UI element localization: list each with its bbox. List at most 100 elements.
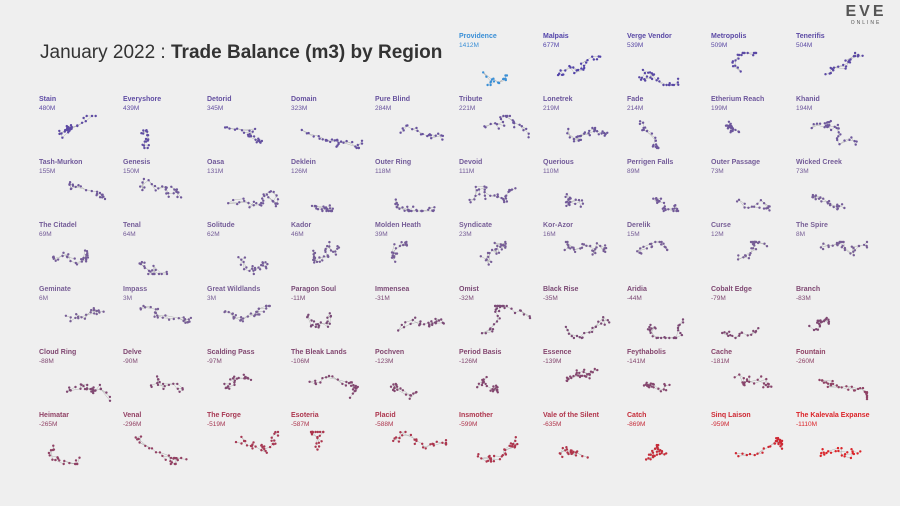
- system-dot: [836, 123, 840, 127]
- system-dot: [676, 326, 680, 330]
- system-dot: [441, 138, 444, 141]
- system-dot: [564, 195, 567, 199]
- region-name: Detorid: [207, 96, 232, 103]
- system-dot: [138, 441, 141, 444]
- system-dot: [741, 51, 744, 55]
- connection-line: [403, 323, 411, 328]
- system-dot: [254, 268, 257, 271]
- system-dot: [665, 452, 668, 455]
- system-dot: [681, 321, 685, 324]
- system-dot: [316, 430, 319, 434]
- system-dot: [69, 124, 73, 127]
- region-name: Feythabolis: [627, 349, 666, 356]
- system-dot: [479, 255, 482, 258]
- system-dot: [760, 375, 763, 378]
- system-dot: [143, 186, 146, 189]
- system-dot: [653, 454, 656, 458]
- system-dot: [427, 321, 430, 324]
- system-dot: [83, 317, 87, 320]
- region-cell-everyshore: Everyshore 439M: [123, 96, 207, 156]
- system-dot: [64, 128, 67, 132]
- system-dot: [656, 77, 660, 80]
- system-dot: [252, 200, 256, 203]
- region-name: Esoteria: [291, 412, 319, 419]
- region-connections: [66, 384, 111, 401]
- system-dot: [356, 143, 359, 147]
- region-map: [476, 436, 519, 463]
- system-dot: [333, 139, 336, 142]
- system-dot: [167, 192, 170, 195]
- system-dot: [157, 272, 161, 276]
- system-dot: [90, 387, 94, 390]
- system-dot: [662, 242, 665, 245]
- system-dot: [319, 321, 322, 324]
- connection-line: [828, 447, 839, 452]
- system-dot: [837, 135, 840, 138]
- system-dot: [231, 312, 234, 316]
- chart-title: January 2022 : Trade Balance (m3) by Reg…: [40, 42, 442, 64]
- system-dot: [347, 382, 351, 385]
- system-dot: [520, 125, 523, 128]
- system-dot: [84, 260, 88, 263]
- system-dot: [77, 317, 80, 320]
- system-dot: [754, 248, 758, 251]
- system-dot: [822, 381, 826, 384]
- connection-line: [520, 310, 531, 319]
- system-dot: [591, 253, 594, 256]
- system-dot: [482, 71, 485, 74]
- system-dot: [402, 326, 406, 329]
- system-dot: [645, 384, 649, 387]
- system-dot: [762, 386, 765, 389]
- system-dot: [564, 325, 568, 329]
- system-dot: [108, 399, 112, 402]
- system-dot: [336, 245, 339, 248]
- system-dot: [486, 83, 489, 87]
- system-dot: [572, 137, 576, 141]
- region-cell-aridia: Aridia -44M: [627, 286, 711, 346]
- system-dot: [591, 371, 594, 374]
- region-cell-oasa: Oasa 131M: [207, 159, 291, 219]
- region-name: Vale of the Silent: [543, 412, 600, 419]
- system-dot: [162, 387, 165, 391]
- connection-line: [393, 435, 403, 442]
- system-dot: [567, 378, 570, 381]
- system-dot: [743, 384, 746, 387]
- system-dot: [156, 314, 159, 317]
- system-dot: [827, 322, 830, 325]
- region-name: Essence: [543, 349, 572, 356]
- region-connections: [309, 375, 358, 398]
- system-dot: [865, 246, 869, 249]
- system-dot: [142, 132, 145, 135]
- system-dot: [252, 272, 255, 276]
- connection-line: [742, 453, 755, 456]
- system-dot: [664, 389, 668, 392]
- connection-line: [158, 271, 167, 275]
- system-dot: [862, 243, 866, 247]
- system-dot: [734, 452, 738, 455]
- region-value: 39M: [375, 231, 388, 238]
- system-dot: [242, 373, 245, 376]
- region-value: -141M: [627, 358, 646, 365]
- region-value: 73M: [796, 168, 809, 175]
- system-dot: [74, 185, 77, 189]
- system-dot: [95, 312, 98, 316]
- system-dot: [733, 376, 736, 379]
- system-dot: [484, 197, 487, 201]
- system-dot: [143, 140, 146, 143]
- system-dot: [399, 387, 402, 390]
- system-dot: [165, 270, 168, 274]
- system-dot: [737, 254, 740, 257]
- system-dot: [483, 188, 486, 191]
- system-dot: [496, 388, 499, 392]
- region-cell-catch: Catch -869M: [627, 412, 711, 472]
- system-dot: [737, 198, 741, 201]
- system-dot: [483, 194, 487, 197]
- system-dot: [764, 383, 768, 387]
- system-dot: [738, 334, 741, 337]
- system-dot: [473, 198, 476, 201]
- system-dot: [246, 315, 249, 318]
- system-dot: [746, 334, 749, 337]
- system-dot: [314, 382, 318, 386]
- system-dot: [257, 307, 261, 310]
- system-dot: [485, 384, 488, 388]
